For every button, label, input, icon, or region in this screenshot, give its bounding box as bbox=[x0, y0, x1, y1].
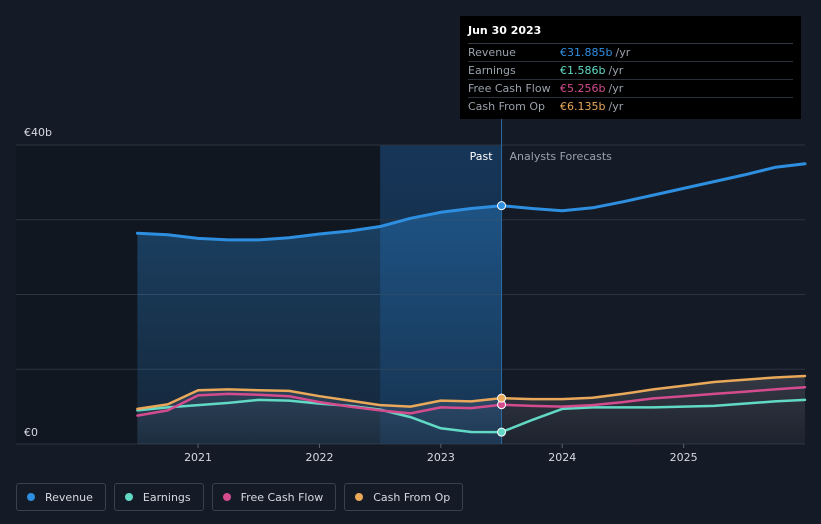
tooltip-value: €5.256b bbox=[560, 82, 606, 95]
free-cash-flow-line bbox=[136, 385, 807, 417]
x-tick-label: 2025 bbox=[670, 451, 698, 464]
legend-label: Cash From Op bbox=[373, 490, 451, 504]
tooltip-value: €1.586b bbox=[560, 64, 606, 77]
tooltip-label: Earnings bbox=[468, 64, 516, 77]
tooltip-date: Jun 30 2023 bbox=[468, 24, 793, 44]
series-areas bbox=[137, 205, 805, 444]
revenue-area bbox=[137, 205, 502, 444]
tooltip-value: €6.135b bbox=[560, 100, 606, 113]
x-axis: 2021 2022 2023 2024 2025 bbox=[184, 444, 698, 464]
legend-label: Free Cash Flow bbox=[240, 490, 324, 504]
cash-from-op-marker bbox=[497, 393, 507, 403]
tooltip-row-earnings: Earnings €1.586b/yr bbox=[468, 62, 793, 80]
legend-item-earnings[interactable]: Earnings bbox=[113, 483, 204, 511]
tooltip-label: Cash From Op bbox=[468, 100, 546, 113]
tooltip-label: Revenue bbox=[468, 46, 516, 59]
tooltip-label: Free Cash Flow bbox=[468, 82, 551, 95]
tooltip: Jun 30 2023 Revenue €31.885b/yr Earnings €1… bbox=[460, 16, 801, 119]
legend-dot-icon bbox=[27, 493, 35, 501]
tooltip-row-free-cash-flow: Free Cash Flow €5.256b/yr bbox=[468, 80, 793, 98]
tooltip-unit: /yr bbox=[608, 82, 624, 95]
y-axis: €40b €0 bbox=[24, 126, 52, 439]
legend-label: Earnings bbox=[142, 490, 191, 504]
x-tick-label: 2023 bbox=[427, 451, 455, 464]
revenue-marker bbox=[497, 201, 507, 211]
tooltip-unit: /yr bbox=[615, 46, 631, 59]
series-markers bbox=[497, 201, 507, 437]
earnings-line bbox=[136, 398, 807, 434]
legend-item-cash-from-op[interactable]: Cash From Op bbox=[344, 483, 464, 511]
legend-item-revenue[interactable]: Revenue bbox=[16, 483, 106, 511]
forecast-label: Analysts Forecasts bbox=[510, 150, 613, 163]
legend-label: Revenue bbox=[45, 490, 93, 504]
y-tick-label: €40b bbox=[24, 126, 52, 139]
x-tick-label: 2024 bbox=[548, 451, 576, 464]
tooltip-unit: /yr bbox=[608, 100, 624, 113]
tooltip-value: €31.885b bbox=[560, 46, 613, 59]
series-lines bbox=[135, 162, 807, 434]
past-label: Past bbox=[470, 150, 494, 163]
legend: Revenue Earnings Free Cash Flow Cash From O… bbox=[16, 483, 464, 511]
x-tick-label: 2022 bbox=[305, 451, 333, 464]
legend-dot-icon bbox=[355, 493, 364, 501]
cash-from-op-line bbox=[136, 374, 807, 411]
legend-dot-icon bbox=[222, 493, 231, 501]
tooltip-row-cash-from-op: Cash From Op €6.135b/yr bbox=[468, 98, 793, 115]
tooltip-unit: /yr bbox=[608, 64, 624, 77]
legend-item-free-cash-flow[interactable]: Free Cash Flow bbox=[211, 483, 337, 511]
revenue-line bbox=[135, 162, 807, 242]
x-tick-label: 2021 bbox=[184, 451, 212, 464]
y-tick-label: €0 bbox=[24, 426, 38, 439]
earnings-marker bbox=[497, 427, 507, 437]
tooltip-row-revenue: Revenue €31.885b/yr bbox=[468, 44, 793, 62]
legend-dot-icon bbox=[124, 493, 133, 501]
tooltip-rows: Revenue €31.885b/yr Earnings €1.586b/yr Free… bbox=[468, 44, 793, 115]
